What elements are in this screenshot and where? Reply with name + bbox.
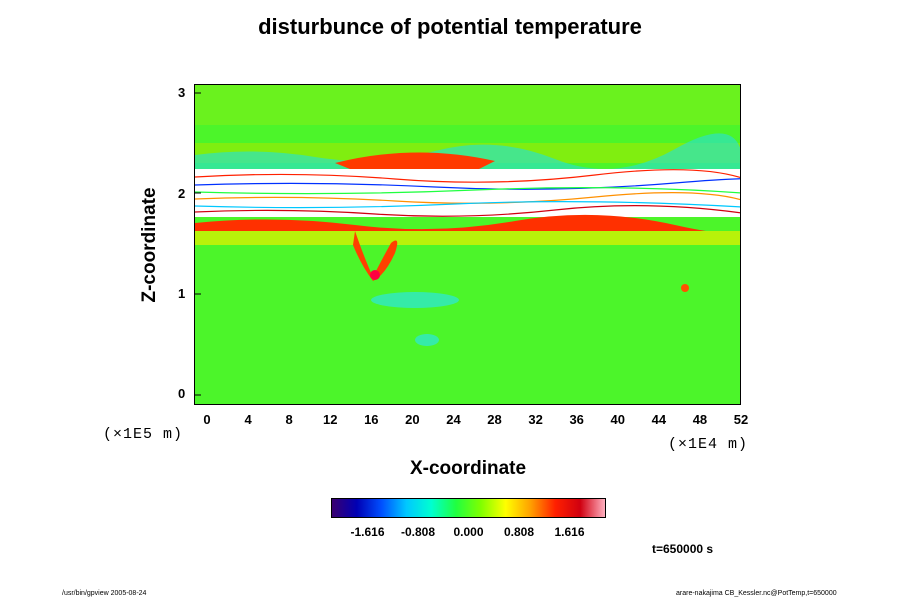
- x-tick-label: 32: [528, 412, 543, 427]
- colorbar-tick-label: -1.616: [350, 525, 385, 539]
- colorbar-tick-label: 0.808: [503, 525, 535, 539]
- plot-ticks: [195, 92, 201, 396]
- field-red-layer-upper: [335, 152, 495, 171]
- x-axis-unit: (×1E4 m): [668, 436, 749, 453]
- x-tick-label: 28: [487, 412, 502, 427]
- x-tick-label: 20: [405, 412, 420, 427]
- x-axis-label: X-coordinate: [409, 458, 527, 479]
- y-axis-label: Z-coordinate: [139, 187, 160, 303]
- colorbar-tick-label: -0.808: [400, 525, 436, 539]
- x-tick-label: 52: [733, 412, 749, 427]
- x-tick-label: 0: [203, 412, 211, 427]
- chart-title: disturbunce of potential temperature: [258, 14, 642, 39]
- x-tick-label: 24: [446, 412, 461, 427]
- footer-right: arare-nakajima CB_Kessler.nc@PotTemp,t=6…: [676, 590, 837, 597]
- field-warm-spot: [681, 284, 689, 292]
- field-upper-region: [195, 85, 740, 125]
- colorbar: [331, 498, 606, 518]
- field-band-streaks: [195, 169, 740, 217]
- x-tick-label: 44: [651, 412, 667, 427]
- field-cool-patch: [415, 334, 439, 346]
- x-tick-label: 48: [692, 412, 708, 427]
- x-tick-label: 36: [569, 412, 584, 427]
- field-warm-core: [370, 270, 380, 280]
- x-tick-label: 16: [364, 412, 379, 427]
- time-label: t=650000 s: [652, 542, 714, 556]
- y-tick-label: 0: [178, 386, 186, 401]
- x-tick-label: 4: [244, 412, 252, 427]
- footer-left: /usr/bin/gpview 2005-08-24: [62, 590, 147, 597]
- y-axis-unit: (×1E5 m): [103, 426, 184, 443]
- x-tick-label: 8: [285, 412, 293, 427]
- field-cyan-band-upper: [195, 133, 740, 169]
- field-yellow-layer: [195, 231, 740, 245]
- y-tick-label: 2: [178, 186, 186, 201]
- field-red-layer-lower: [195, 214, 740, 233]
- field-cool-band: [371, 292, 459, 308]
- x-tick-label: 40: [610, 412, 625, 427]
- y-tick-label: 1: [178, 286, 186, 301]
- plot-area: [194, 84, 741, 405]
- y-tick-label: 3: [178, 85, 186, 100]
- heatmap-field: [195, 85, 740, 404]
- colorbar-tick-label: 0.000: [453, 525, 484, 539]
- x-tick-label: 12: [322, 412, 338, 427]
- field-warm-plume: [353, 231, 398, 281]
- colorbar-tick-label: 1.616: [554, 525, 585, 539]
